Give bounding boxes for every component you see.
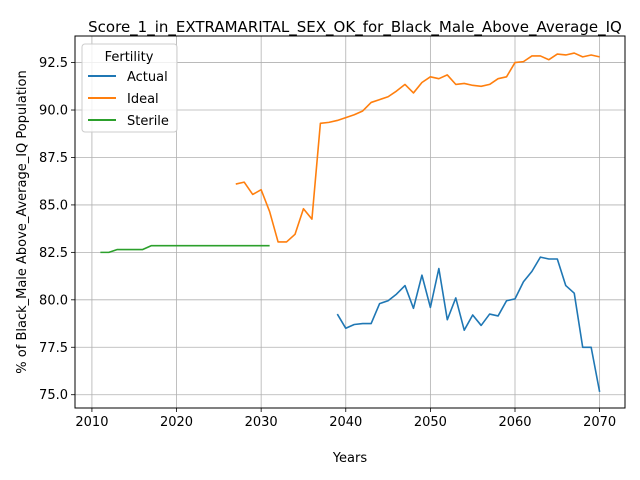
y-tick-label: 92.5 <box>39 56 68 71</box>
y-tick-label: 80.0 <box>39 293 68 308</box>
y-tick-label: 77.5 <box>39 341 68 356</box>
y-tick-label: 85.0 <box>39 198 68 213</box>
y-axis-label: % of Black_Male Above_Average_IQ Populat… <box>15 70 30 373</box>
y-axis: 75.0 77.5 80.0 82.5 85.0 87.5 90.0 92.5 <box>39 56 75 403</box>
x-axis-label: Years <box>332 451 368 466</box>
y-tick-label: 90.0 <box>39 104 68 119</box>
x-tick-label: 2050 <box>414 415 447 430</box>
grid <box>75 36 625 408</box>
legend-label-sterile: Sterile <box>127 114 169 129</box>
x-tick-label: 2010 <box>75 415 108 430</box>
plot-frame <box>74 35 626 409</box>
x-tick-label: 2040 <box>329 415 362 430</box>
series-line-sterile <box>100 244 270 254</box>
series-line-actual <box>336 256 601 393</box>
y-tick-label: 82.5 <box>39 246 68 261</box>
y-tick-label: 87.5 <box>39 151 68 166</box>
series-line-ideal <box>235 52 600 243</box>
legend-box <box>81 43 178 133</box>
legend: Fertility Actual Ideal Sterile <box>81 43 178 133</box>
legend-title: Fertility <box>105 50 154 65</box>
legend-label-ideal: Ideal <box>127 92 159 107</box>
x-tick-label: 2060 <box>498 415 531 430</box>
chart-title: Score_1_in_EXTRAMARITAL_SEX_OK_for_Black… <box>88 18 622 37</box>
x-tick-label: 2020 <box>160 415 193 430</box>
series-lines <box>100 52 601 393</box>
x-axis: 2010 2020 2030 2040 2050 2060 2070 <box>75 408 616 430</box>
x-tick-label: 2030 <box>245 415 278 430</box>
y-tick-label: 75.0 <box>39 388 68 403</box>
legend-label-actual: Actual <box>127 70 168 85</box>
x-tick-label: 2070 <box>583 415 616 430</box>
